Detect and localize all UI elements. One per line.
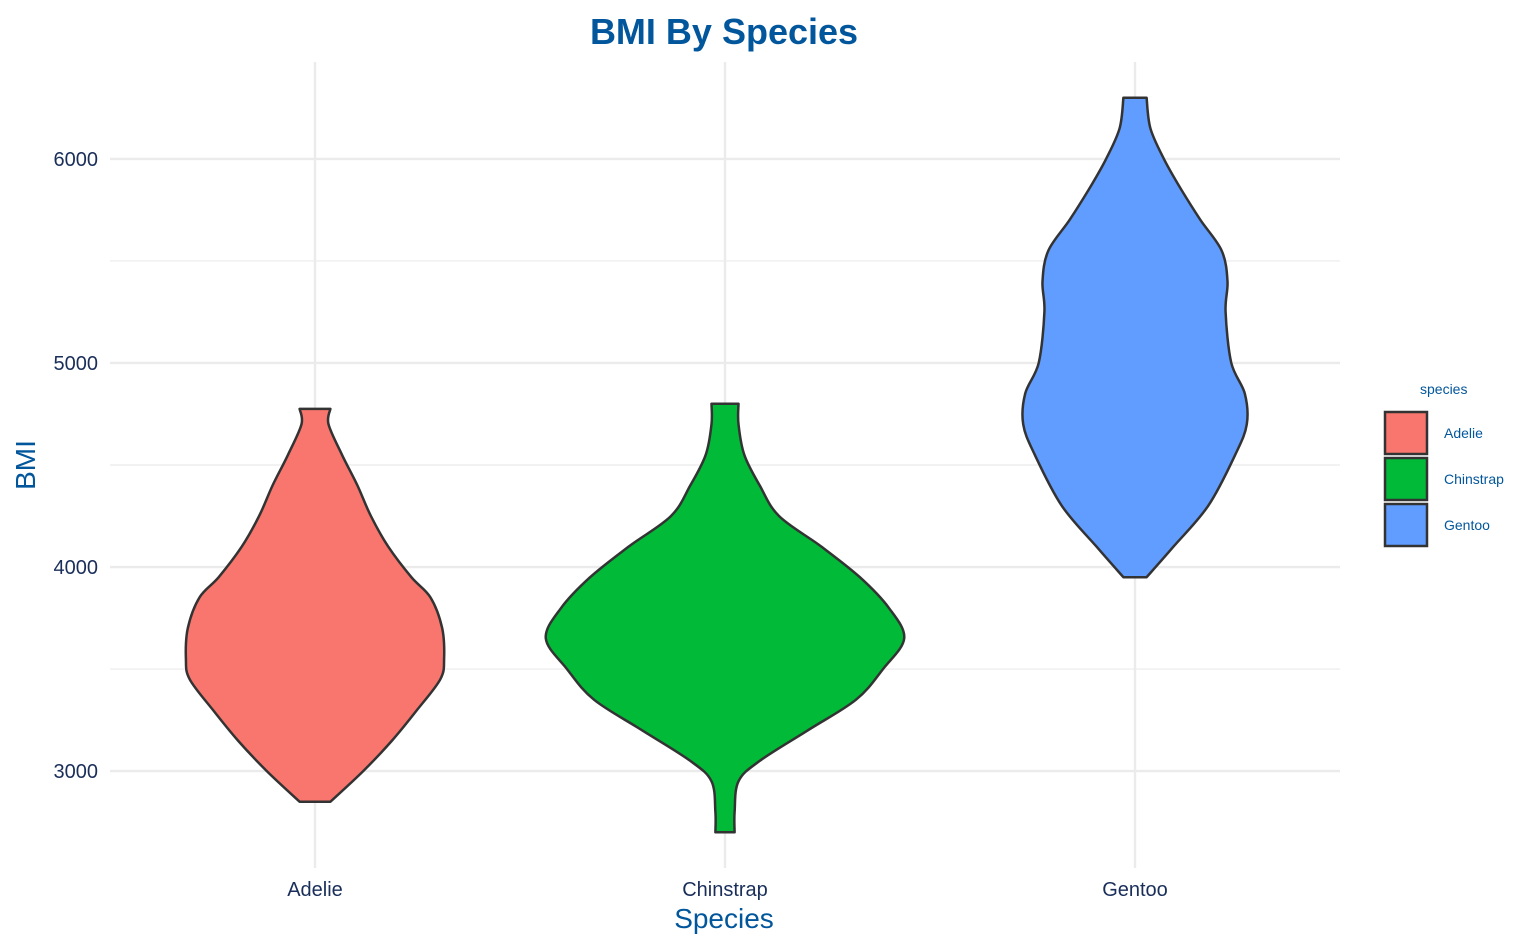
legend-label: Gentoo [1444,517,1490,533]
x-tick-label: Adelie [287,879,343,901]
legend-key-adelie [1383,410,1429,456]
legend: species Adelie Chinstrap Gentoo [1383,381,1504,548]
y-axis-title: BMI [10,440,41,490]
legend-title: species [1420,381,1467,397]
x-axis-title: Species [674,903,774,934]
y-tick-label: 6000 [54,149,99,171]
y-tick-label: 3000 [54,761,99,783]
chart-title: BMI By Species [590,11,858,52]
x-tick-label: Gentoo [1102,879,1168,901]
violin-chinstrap [544,402,906,834]
violins [184,96,1249,834]
violin-adelie [184,407,446,803]
legend-label: Chinstrap [1444,471,1504,487]
legend-key-chinstrap [1383,456,1429,502]
violin-gentoo [1021,96,1249,579]
y-tick-label: 4000 [54,557,99,579]
y-tick-label: 5000 [54,353,99,375]
y-tick-labels: 3000 4000 5000 6000 [54,149,99,783]
x-tick-label: Chinstrap [682,879,768,901]
x-tick-labels: Adelie Chinstrap Gentoo [287,879,1168,901]
legend-key-gentoo [1383,502,1429,548]
legend-label: Adelie [1444,425,1483,441]
